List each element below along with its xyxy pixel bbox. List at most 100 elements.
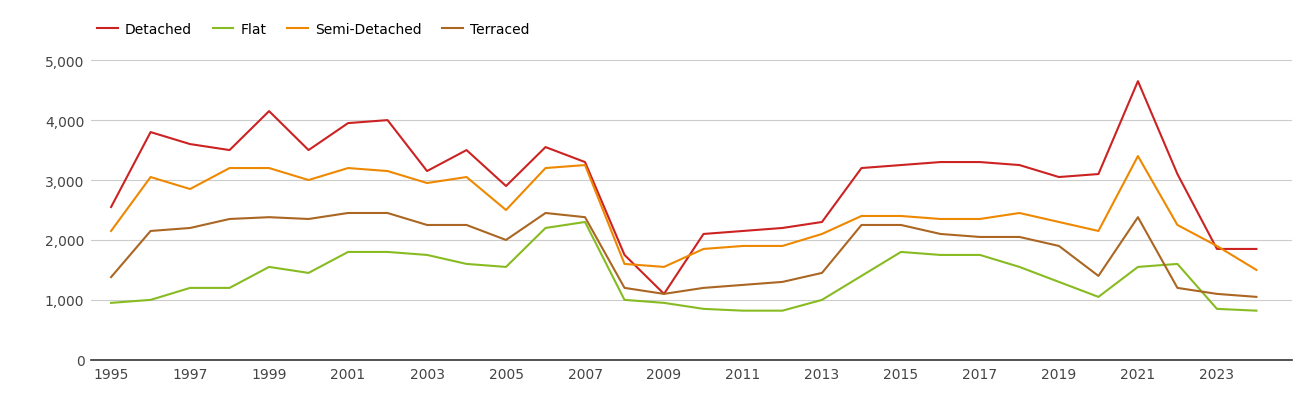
Detached xyxy=(341,121,356,126)
Semi-Detached xyxy=(1169,223,1185,228)
Semi-Detached xyxy=(1091,229,1107,234)
Flat xyxy=(1091,295,1107,300)
Terraced xyxy=(577,215,592,220)
Flat xyxy=(853,274,869,279)
Terraced xyxy=(656,292,672,297)
Flat xyxy=(775,308,791,313)
Terraced xyxy=(341,211,356,216)
Semi-Detached xyxy=(972,217,988,222)
Flat xyxy=(577,220,592,225)
Line: Detached: Detached xyxy=(111,82,1257,294)
Semi-Detached xyxy=(1249,268,1265,273)
Terraced xyxy=(261,215,277,220)
Flat xyxy=(300,271,316,276)
Flat xyxy=(142,298,158,303)
Flat xyxy=(617,298,633,303)
Flat xyxy=(380,250,395,255)
Line: Terraced: Terraced xyxy=(111,213,1257,297)
Terraced xyxy=(103,275,119,280)
Detached xyxy=(814,220,830,225)
Flat xyxy=(341,250,356,255)
Flat xyxy=(972,253,988,258)
Detached xyxy=(499,184,514,189)
Semi-Detached xyxy=(814,232,830,237)
Terraced xyxy=(380,211,395,216)
Semi-Detached xyxy=(261,166,277,171)
Detached xyxy=(577,160,592,165)
Semi-Detached xyxy=(459,175,475,180)
Semi-Detached xyxy=(300,178,316,183)
Semi-Detached xyxy=(853,214,869,219)
Semi-Detached xyxy=(183,187,198,192)
Terraced xyxy=(1091,274,1107,279)
Detached xyxy=(538,145,553,150)
Detached xyxy=(853,166,869,171)
Semi-Detached xyxy=(1210,244,1225,249)
Terraced xyxy=(538,211,553,216)
Detached xyxy=(1051,175,1066,180)
Terraced xyxy=(499,238,514,243)
Detached xyxy=(696,232,711,237)
Flat xyxy=(222,286,238,291)
Detached xyxy=(103,205,119,210)
Semi-Detached xyxy=(933,217,949,222)
Terraced xyxy=(183,226,198,231)
Terraced xyxy=(1169,286,1185,291)
Terraced xyxy=(1051,244,1066,249)
Semi-Detached xyxy=(380,169,395,174)
Flat xyxy=(893,250,908,255)
Detached xyxy=(735,229,750,234)
Detached xyxy=(142,130,158,135)
Flat xyxy=(1051,280,1066,285)
Terraced xyxy=(142,229,158,234)
Flat xyxy=(814,298,830,303)
Semi-Detached xyxy=(775,244,791,249)
Detached xyxy=(775,226,791,231)
Terraced xyxy=(972,235,988,240)
Terraced xyxy=(893,223,908,228)
Flat xyxy=(933,253,949,258)
Semi-Detached xyxy=(735,244,750,249)
Semi-Detached xyxy=(696,247,711,252)
Terraced xyxy=(617,286,633,291)
Terraced xyxy=(696,286,711,291)
Flat xyxy=(735,308,750,313)
Flat xyxy=(1169,262,1185,267)
Detached xyxy=(459,148,475,153)
Flat xyxy=(696,307,711,312)
Detached xyxy=(1130,79,1146,84)
Flat xyxy=(1130,265,1146,270)
Flat xyxy=(1011,265,1027,270)
Detached xyxy=(222,148,238,153)
Semi-Detached xyxy=(222,166,238,171)
Semi-Detached xyxy=(1130,154,1146,159)
Detached xyxy=(1249,247,1265,252)
Semi-Detached xyxy=(142,175,158,180)
Detached xyxy=(656,292,672,297)
Semi-Detached xyxy=(419,181,435,186)
Terraced xyxy=(222,217,238,222)
Flat xyxy=(261,265,277,270)
Semi-Detached xyxy=(577,163,592,168)
Detached xyxy=(1169,172,1185,177)
Detached xyxy=(1011,163,1027,168)
Terraced xyxy=(1011,235,1027,240)
Terraced xyxy=(933,232,949,237)
Flat xyxy=(1249,308,1265,313)
Legend: Detached, Flat, Semi-Detached, Terraced: Detached, Flat, Semi-Detached, Terraced xyxy=(91,18,535,43)
Flat xyxy=(183,286,198,291)
Detached xyxy=(617,253,633,258)
Flat xyxy=(103,301,119,306)
Semi-Detached xyxy=(656,265,672,270)
Semi-Detached xyxy=(1051,220,1066,225)
Detached xyxy=(1091,172,1107,177)
Terraced xyxy=(814,271,830,276)
Terraced xyxy=(775,280,791,285)
Detached xyxy=(972,160,988,165)
Terraced xyxy=(1210,292,1225,297)
Semi-Detached xyxy=(499,208,514,213)
Terraced xyxy=(419,223,435,228)
Flat xyxy=(656,301,672,306)
Terraced xyxy=(300,217,316,222)
Detached xyxy=(300,148,316,153)
